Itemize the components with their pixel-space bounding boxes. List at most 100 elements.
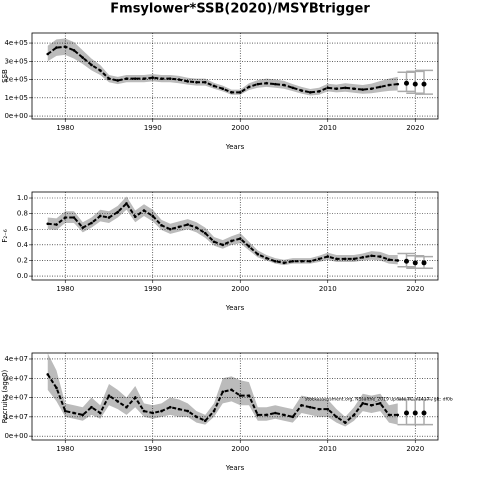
estimate-point bbox=[63, 45, 67, 48]
estimate-point bbox=[212, 84, 216, 88]
estimate-point bbox=[247, 245, 251, 248]
y-tick-label: 2e+05 bbox=[4, 76, 28, 84]
estimate-point bbox=[221, 243, 225, 247]
forecast-point bbox=[404, 258, 409, 264]
estimate-point bbox=[308, 405, 312, 409]
estimate-point bbox=[151, 214, 155, 218]
estimate-point bbox=[81, 413, 85, 417]
estimate-point bbox=[151, 76, 155, 80]
forecast-point bbox=[412, 260, 418, 266]
estimate-point bbox=[212, 409, 216, 413]
forecast-point bbox=[412, 410, 418, 416]
estimate-point bbox=[186, 223, 190, 226]
estimate-point bbox=[116, 400, 120, 403]
estimate-point bbox=[160, 77, 163, 80]
estimate-point bbox=[195, 226, 198, 229]
x-tick-label: 1990 bbox=[144, 445, 162, 453]
x-tick-label: 2000 bbox=[231, 445, 249, 453]
x-axis-label: Years bbox=[225, 143, 245, 151]
x-tick-label: 1980 bbox=[56, 124, 74, 132]
estimate-point bbox=[352, 87, 356, 90]
estimate-point bbox=[361, 256, 365, 259]
estimate-point bbox=[300, 403, 303, 407]
estimate-point bbox=[98, 214, 102, 218]
figure-title: Fmsylower*SSB(2020)/MSYBtrigger bbox=[110, 2, 370, 17]
estimate-point bbox=[125, 77, 128, 80]
estimate-point bbox=[291, 415, 295, 419]
estimate-point bbox=[177, 225, 181, 229]
estimate-point bbox=[256, 252, 260, 256]
estimate-point bbox=[282, 83, 286, 87]
estimate-point bbox=[387, 413, 391, 417]
estimate-point bbox=[116, 210, 120, 214]
estimate-point bbox=[168, 77, 172, 80]
x-tick-label: 2020 bbox=[406, 445, 424, 453]
x-tick-label: 1980 bbox=[56, 285, 74, 293]
estimate-point bbox=[125, 405, 128, 409]
estimate-point bbox=[90, 63, 93, 67]
y-tick-label: 3e+05 bbox=[4, 57, 28, 65]
estimate-point bbox=[142, 209, 146, 212]
estimate-point bbox=[370, 254, 373, 258]
estimate-point bbox=[72, 411, 76, 415]
estimate-point bbox=[256, 82, 260, 86]
estimate-point bbox=[186, 80, 190, 83]
y-tick-label: 4e+07 bbox=[4, 355, 28, 363]
estimate-point bbox=[265, 413, 268, 417]
estimate-point bbox=[55, 223, 58, 226]
estimate-point bbox=[335, 415, 338, 419]
estimate-point bbox=[335, 87, 338, 90]
estimate-point bbox=[81, 56, 85, 59]
estimate-point bbox=[291, 259, 295, 263]
y-tick-label: 1e+07 bbox=[4, 413, 28, 421]
plot-frame bbox=[31, 32, 439, 120]
estimate-point bbox=[142, 409, 146, 413]
estimate-point bbox=[300, 89, 303, 92]
x-tick-label: 2020 bbox=[406, 285, 424, 293]
estimate-point bbox=[116, 79, 120, 82]
estimate-point bbox=[238, 91, 242, 94]
estimate-point bbox=[265, 81, 268, 85]
x-tick-label: 2020 bbox=[406, 124, 424, 132]
forecast-point bbox=[421, 260, 427, 266]
estimate-point bbox=[168, 405, 172, 409]
estimate-point bbox=[326, 407, 330, 411]
estimate-point bbox=[133, 396, 137, 399]
y-tick-label: 2e+07 bbox=[4, 394, 28, 402]
estimate-point bbox=[98, 411, 102, 415]
y-tick-label: 0e+00 bbox=[4, 112, 28, 120]
annotation: stockassessment.org, NSsaithe_2019 updat… bbox=[305, 397, 453, 403]
y-tick-label: 0.0 bbox=[17, 272, 28, 280]
estimate-point bbox=[247, 85, 251, 89]
y-tick-label: 1.0 bbox=[17, 194, 28, 202]
estimate-point bbox=[308, 259, 312, 263]
estimate-point bbox=[343, 421, 347, 424]
y-tick-label: 0.4 bbox=[17, 241, 29, 249]
estimate-point bbox=[343, 86, 347, 90]
estimate-point bbox=[247, 394, 251, 397]
estimate-point bbox=[238, 237, 242, 240]
y-tick-label: 4e+05 bbox=[4, 39, 28, 47]
estimate-point bbox=[396, 259, 400, 262]
estimate-point bbox=[63, 216, 67, 219]
x-tick-label: 2000 bbox=[231, 285, 249, 293]
x-tick-label: 2000 bbox=[231, 124, 249, 132]
estimate-point bbox=[107, 216, 111, 219]
estimate-point bbox=[308, 91, 312, 94]
estimate-point bbox=[133, 77, 137, 80]
estimate-point bbox=[352, 257, 356, 261]
estimate-point bbox=[186, 409, 190, 413]
estimate-point bbox=[326, 86, 330, 90]
estimate-line bbox=[46, 373, 398, 424]
estimate-point bbox=[352, 413, 356, 417]
estimate-point bbox=[107, 394, 111, 397]
estimate-point bbox=[273, 82, 277, 86]
x-tick-label: 1990 bbox=[144, 124, 162, 132]
y-tick-label: 1e+05 bbox=[4, 94, 28, 102]
estimate-point bbox=[256, 413, 260, 417]
estimate-point bbox=[378, 85, 382, 89]
estimate-point bbox=[195, 80, 198, 84]
estimate-point bbox=[63, 409, 67, 413]
y-tick-label: 0.6 bbox=[17, 225, 29, 233]
